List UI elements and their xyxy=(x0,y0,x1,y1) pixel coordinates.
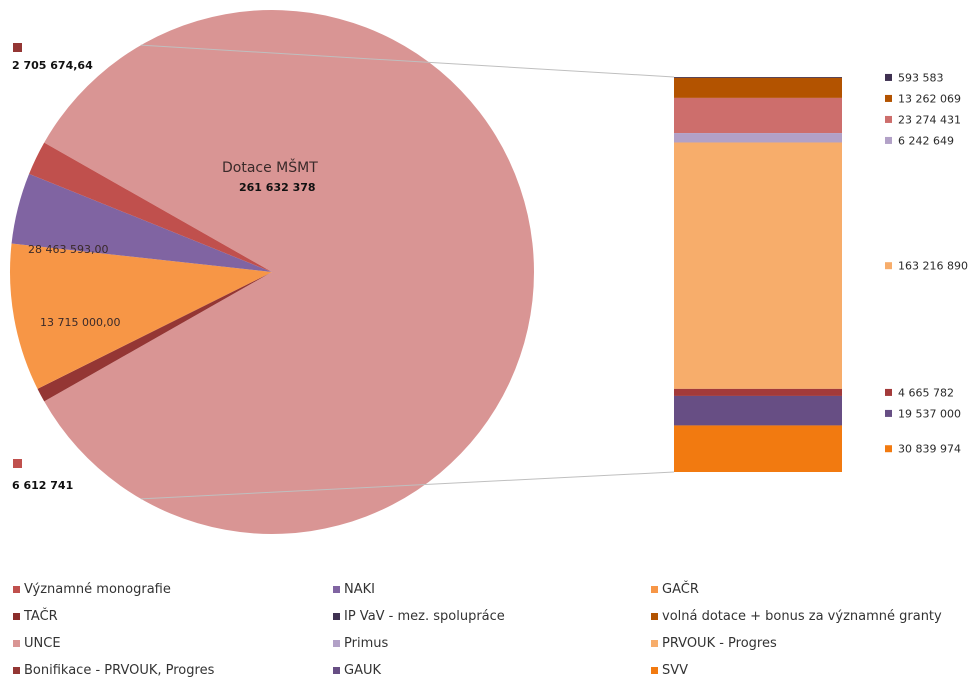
legend-label-11: SVV xyxy=(662,663,689,678)
legend-item-10: GAUK xyxy=(333,663,381,678)
connector-line-1 xyxy=(140,471,675,500)
bar-label-value-3: 6 242 649 xyxy=(898,134,954,147)
label-dotace-msmt-value: 261 632 378 xyxy=(239,181,316,194)
bar-segment-3 xyxy=(674,133,842,143)
bar-label-value-0: 593 583 xyxy=(898,71,944,84)
legend-label-3: TAČR xyxy=(24,609,58,624)
connector-lines xyxy=(140,44,675,500)
legend-label-6: UNCE xyxy=(24,636,61,651)
bar-label-marker-4 xyxy=(885,262,892,270)
legend-item-11: SVV xyxy=(651,663,688,678)
legend-label-4: IP VaV - mez. spolupráce xyxy=(344,609,505,624)
connector-line-0 xyxy=(140,44,675,78)
pie-slice-4 xyxy=(29,142,272,272)
bar-label-marker-6 xyxy=(885,409,892,417)
bar-segment-4 xyxy=(674,142,842,389)
bar-label-marker-1 xyxy=(885,94,892,102)
legend-label-7: Primus xyxy=(344,636,389,651)
bar-segment-7 xyxy=(674,425,842,472)
legend-swatch-7 xyxy=(333,640,340,647)
bar-label-marker-0 xyxy=(885,73,892,81)
bar-label-value-4: 163 216 890 xyxy=(898,260,968,273)
label-monografie-value: 6 612 741 xyxy=(12,479,73,492)
callout-monografie-marker xyxy=(13,459,22,468)
bar-segment-1 xyxy=(674,77,842,98)
legend-label-0: Významné monografie xyxy=(24,582,171,597)
label-bonifikace-value: 2 705 674,64 xyxy=(12,59,93,72)
legend-label-5: volná dotace + bonus za významné granty xyxy=(662,609,942,624)
legend-swatch-0 xyxy=(13,586,20,593)
label-dotace-msmt: Dotace MŠMT xyxy=(222,158,318,176)
legend-label-1: NAKI xyxy=(344,582,375,597)
bar-label-value-1: 13 262 069 xyxy=(898,92,961,105)
legend-swatch-6 xyxy=(13,640,20,647)
legend-item-4: IP VaV - mez. spolupráce xyxy=(333,609,505,624)
legend-item-1: NAKI xyxy=(333,582,375,597)
legend-swatch-9 xyxy=(13,667,20,674)
legend-swatch-1 xyxy=(333,586,340,593)
legend: Významné monografie NAKI GAČR TAČR IP VaV - … xyxy=(0,578,973,681)
bar-segment-0 xyxy=(674,77,842,78)
bar-label-marker-7 xyxy=(885,445,892,453)
pie-slice-3 xyxy=(11,173,273,272)
legend-item-7: Primus xyxy=(333,636,388,651)
legend-item-0: Významné monografie xyxy=(13,582,171,597)
label-naki-value: 13 715 000,00 xyxy=(40,316,120,329)
bar-label-marker-5 xyxy=(885,388,892,396)
legend-item-5: volná dotace + bonus za významné granty xyxy=(651,609,942,624)
legend-swatch-5 xyxy=(651,613,658,620)
pie-slice-1 xyxy=(37,272,272,402)
bar-label-value-5: 4 665 782 xyxy=(898,386,954,399)
legend-label-8: PRVOUK - Progres xyxy=(662,636,777,651)
legend-swatch-11 xyxy=(651,667,658,674)
legend-label-2: GAČR xyxy=(662,582,699,597)
bar-label-marker-2 xyxy=(885,115,892,123)
legend-item-2: GAČR xyxy=(651,582,699,597)
legend-label-10: GAUK xyxy=(344,663,382,678)
legend-swatch-2 xyxy=(651,586,658,593)
legend-label-9: Bonifikace - PRVOUK, Progres xyxy=(24,663,215,678)
legend-swatch-3 xyxy=(13,613,20,620)
bar-label-marker-3 xyxy=(885,136,892,144)
bar-labels: 593 583 13 262 069 23 274 431 6 242 649 163 … xyxy=(885,71,968,456)
bar-label-value-6: 19 537 000 xyxy=(898,407,961,420)
callout-bonifikace-marker xyxy=(13,43,22,52)
bar-of-pie-chart: Dotace MŠMT 261 632 378 28 463 593,00 13… xyxy=(9,10,968,535)
pie-slice-0 xyxy=(44,10,535,535)
legend-swatch-4 xyxy=(333,613,340,620)
legend-item-3: TAČR xyxy=(13,609,58,624)
pie xyxy=(9,10,535,535)
bar-label-value-7: 30 839 974 xyxy=(898,443,961,456)
legend-swatch-10 xyxy=(333,667,340,674)
bar-segment-2 xyxy=(674,97,842,134)
label-gacr-value: 28 463 593,00 xyxy=(28,243,108,256)
bar-segment-6 xyxy=(674,395,842,426)
bar-label-value-2: 23 274 431 xyxy=(898,113,961,126)
legend-item-8: PRVOUK - Progres xyxy=(651,636,777,651)
legend-item-9: Bonifikace - PRVOUK, Progres xyxy=(13,663,214,678)
legend-swatch-8 xyxy=(651,640,658,647)
legend-item-6: UNCE xyxy=(13,636,61,651)
stacked-bar xyxy=(674,77,842,472)
bar-segment-5 xyxy=(674,388,842,396)
pie-slice-2 xyxy=(9,243,272,389)
